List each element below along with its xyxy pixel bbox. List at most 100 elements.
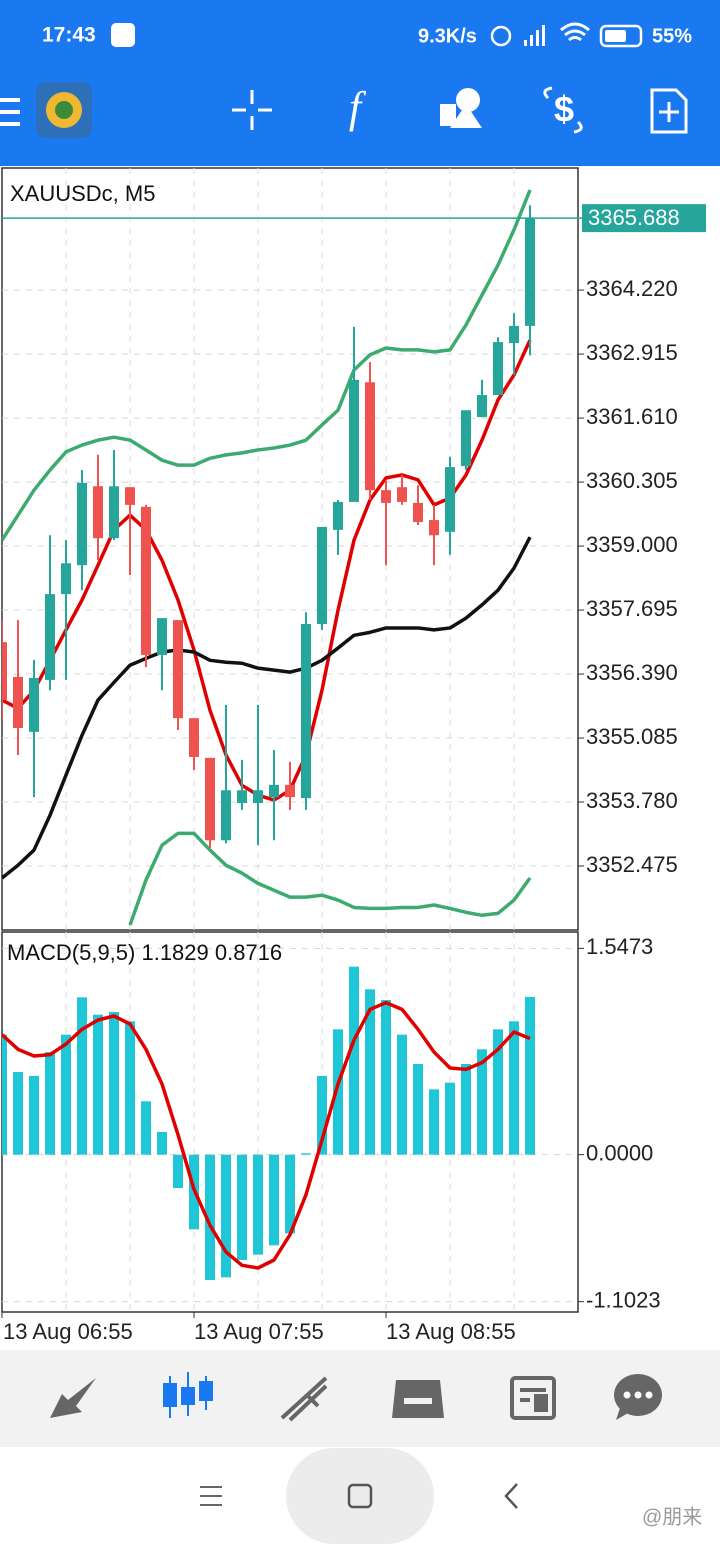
- svg-text:$: $: [554, 89, 574, 130]
- nav-home[interactable]: [347, 1483, 373, 1509]
- macd-bar: [29, 1076, 39, 1155]
- candle-body: [221, 790, 231, 841]
- macd-bar: [173, 1154, 183, 1188]
- last-price-label: 3365.688: [588, 205, 680, 230]
- macd-bar: [77, 997, 87, 1155]
- macd-bar: [493, 1029, 503, 1155]
- y-tick-label: 3360.305: [586, 468, 678, 493]
- tab-news[interactable]: [510, 1376, 556, 1420]
- candle-body: [349, 379, 359, 502]
- menu-button[interactable]: [0, 98, 20, 126]
- candle-body: [125, 487, 135, 505]
- nav-menu[interactable]: [200, 1486, 222, 1506]
- tab-bar: [0, 1350, 720, 1447]
- x-tick-label: 13 Aug 06:55: [3, 1319, 133, 1344]
- candle-body: [525, 218, 535, 326]
- candle-body: [29, 677, 39, 732]
- main-chart-frame: [1, 167, 579, 931]
- macd-title: MACD(5,9,5) 1.1829 0.8716: [7, 940, 282, 965]
- candle-body: [2, 642, 7, 701]
- macd-bar: [461, 1064, 471, 1155]
- candle-body: [317, 526, 327, 625]
- candle-body: [173, 620, 183, 719]
- macd-bar: [237, 1154, 247, 1260]
- candle-body: [445, 467, 455, 532]
- candle-body: [509, 325, 519, 344]
- status-app-icon: [111, 23, 135, 47]
- x-tick-label: 13 Aug 08:55: [386, 1319, 516, 1344]
- signal-icon: [524, 25, 545, 46]
- candle-body: [77, 482, 87, 566]
- y-tick-label: 0.0000: [586, 1140, 653, 1165]
- main-chart-title: XAUUSDc, M5: [10, 181, 155, 206]
- macd-bar: [221, 1154, 231, 1278]
- candle-body: [13, 676, 23, 728]
- alarm-icon: [490, 25, 512, 47]
- macd-bar: [45, 1052, 55, 1155]
- candle-body: [157, 618, 167, 655]
- candle-body: [205, 757, 215, 841]
- macd-bar: [333, 1029, 343, 1155]
- candle-body: [301, 624, 311, 799]
- y-tick-label: 3352.475: [586, 852, 678, 877]
- macd-bar: [445, 1082, 455, 1155]
- tab-trade[interactable]: [280, 1376, 328, 1422]
- candle-body: [381, 490, 391, 503]
- y-tick-label: -1.1023: [586, 1287, 661, 1312]
- macd-bar: [141, 1101, 151, 1155]
- macd-frame: [1, 931, 579, 1313]
- macd-bar: [301, 1153, 311, 1155]
- last-price-box: [582, 204, 706, 233]
- candle-body: [45, 594, 55, 680]
- x-tick-label: 13 Aug 07:55: [194, 1319, 324, 1344]
- macd-bar: [365, 989, 375, 1155]
- macd-bar: [413, 1064, 423, 1155]
- candle-body: [333, 501, 343, 530]
- tab-history[interactable]: [392, 1380, 444, 1418]
- candle-body: [237, 790, 247, 803]
- candle-body: [253, 790, 263, 803]
- macd-bar: [349, 966, 359, 1155]
- candle-body: [285, 784, 295, 798]
- objects-button[interactable]: [440, 88, 482, 128]
- tab-chat[interactable]: [614, 1374, 662, 1420]
- status-battery: 55%: [652, 25, 692, 47]
- nav-home-pill[interactable]: [286, 1448, 434, 1544]
- nav-back[interactable]: [504, 1483, 518, 1509]
- candle-body: [269, 784, 279, 798]
- indicator-line: [2, 189, 532, 542]
- indicator-line: [128, 831, 532, 926]
- candle-body: [93, 486, 103, 539]
- macd-bar: [269, 1154, 279, 1246]
- macd-bar: [125, 1021, 135, 1155]
- status-speed: 9.3K/s: [418, 25, 477, 47]
- crosshair-button[interactable]: [232, 90, 272, 130]
- candle-body: [397, 487, 407, 502]
- macd-bar: [509, 1021, 519, 1155]
- macd-bar: [285, 1154, 295, 1234]
- macd-bar: [397, 1034, 407, 1155]
- tab-quotes[interactable]: [50, 1378, 96, 1418]
- macd-bar: [253, 1154, 263, 1255]
- y-tick-label: 3353.780: [586, 788, 678, 813]
- macd-bar: [2, 1034, 7, 1155]
- candle-body: [189, 718, 199, 757]
- app-logo[interactable]: [36, 82, 92, 138]
- trade-button[interactable]: $: [543, 86, 583, 134]
- candle-body: [429, 520, 439, 536]
- macd-bar: [381, 1000, 391, 1155]
- indicator-line: [2, 339, 532, 802]
- y-tick-label: 3355.085: [586, 724, 678, 749]
- indicator-line: [2, 1000, 531, 1270]
- macd-bar: [477, 1049, 487, 1155]
- macd-bar: [13, 1072, 23, 1155]
- macd-bar: [61, 1034, 71, 1155]
- y-tick-label: 3362.915: [586, 340, 678, 365]
- watermark: @朋来: [642, 1505, 702, 1528]
- y-tick-label: 3364.220: [586, 276, 678, 301]
- tab-chart[interactable]: [163, 1372, 213, 1418]
- new-order-button[interactable]: [650, 88, 688, 134]
- y-tick-label: 3356.390: [586, 660, 678, 685]
- candle-body: [61, 563, 71, 595]
